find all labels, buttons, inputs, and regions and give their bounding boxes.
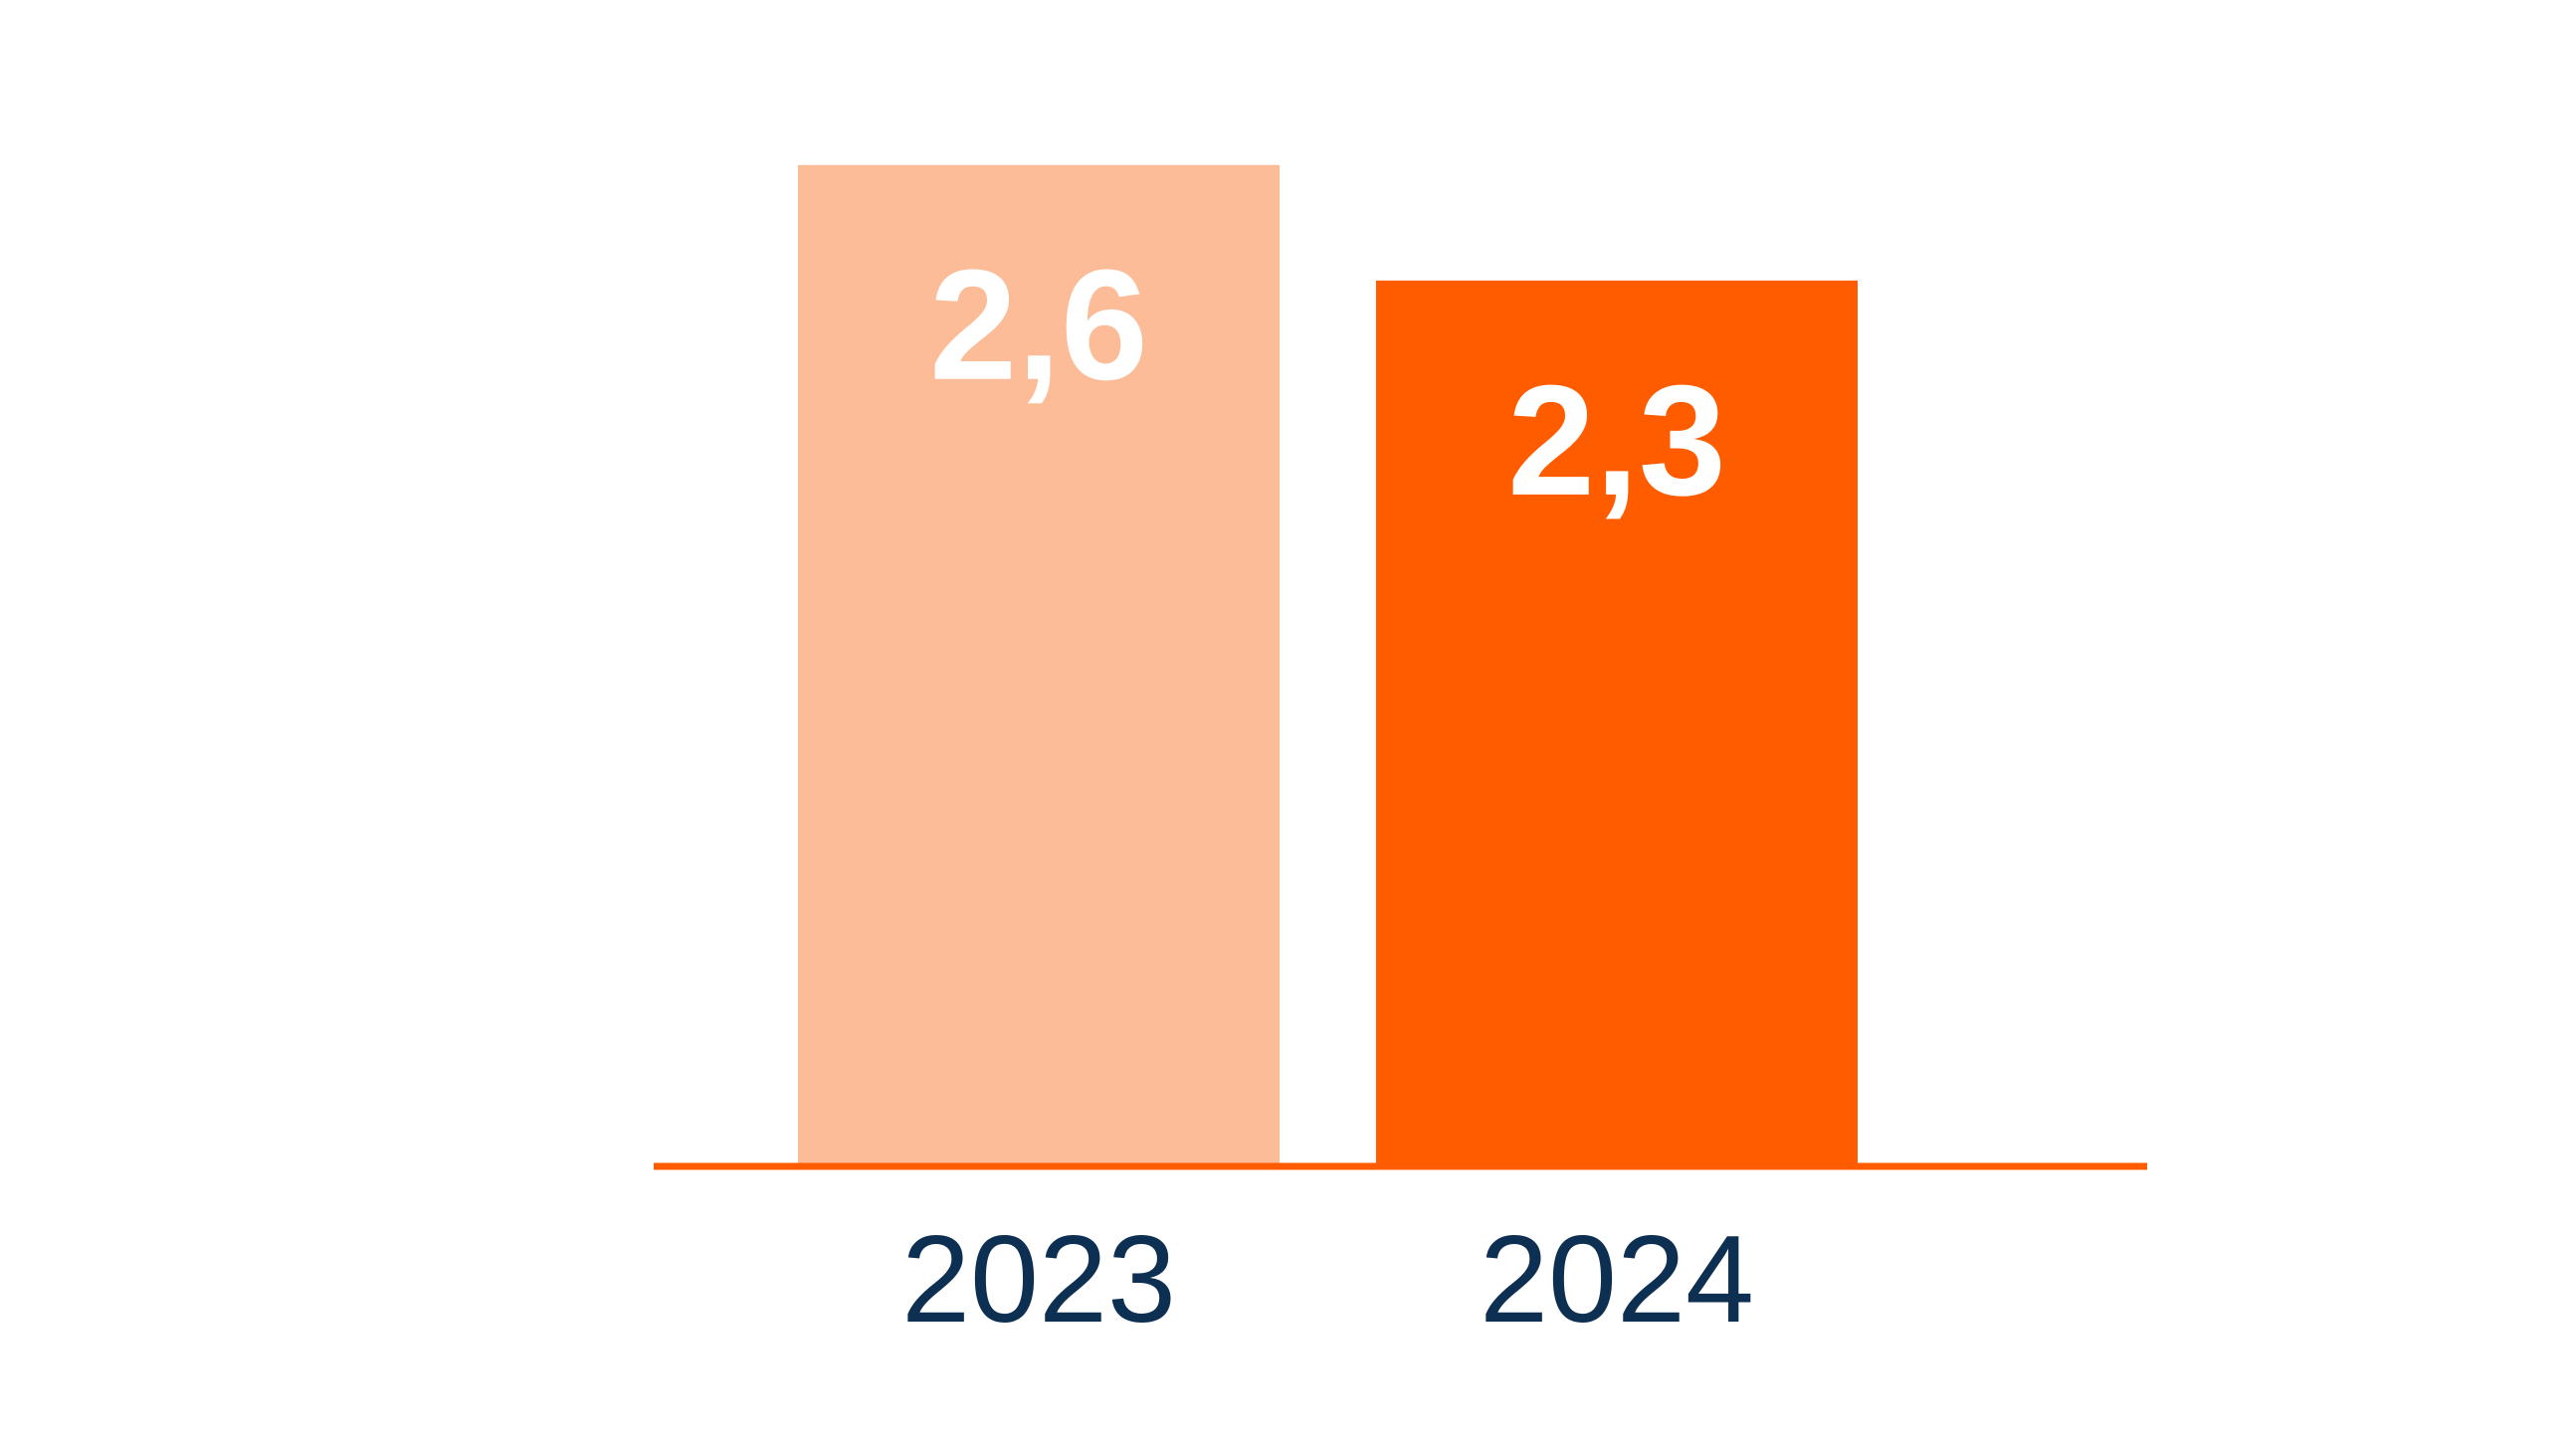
category-label: 2023 [901,1211,1176,1348]
value-label: 2,3 [1507,353,1726,528]
value-label: 2,6 [929,238,1148,413]
category-label: 2024 [1480,1211,1754,1348]
bar-2024 [1376,280,1858,1166]
bar-2023 [798,164,1280,1167]
